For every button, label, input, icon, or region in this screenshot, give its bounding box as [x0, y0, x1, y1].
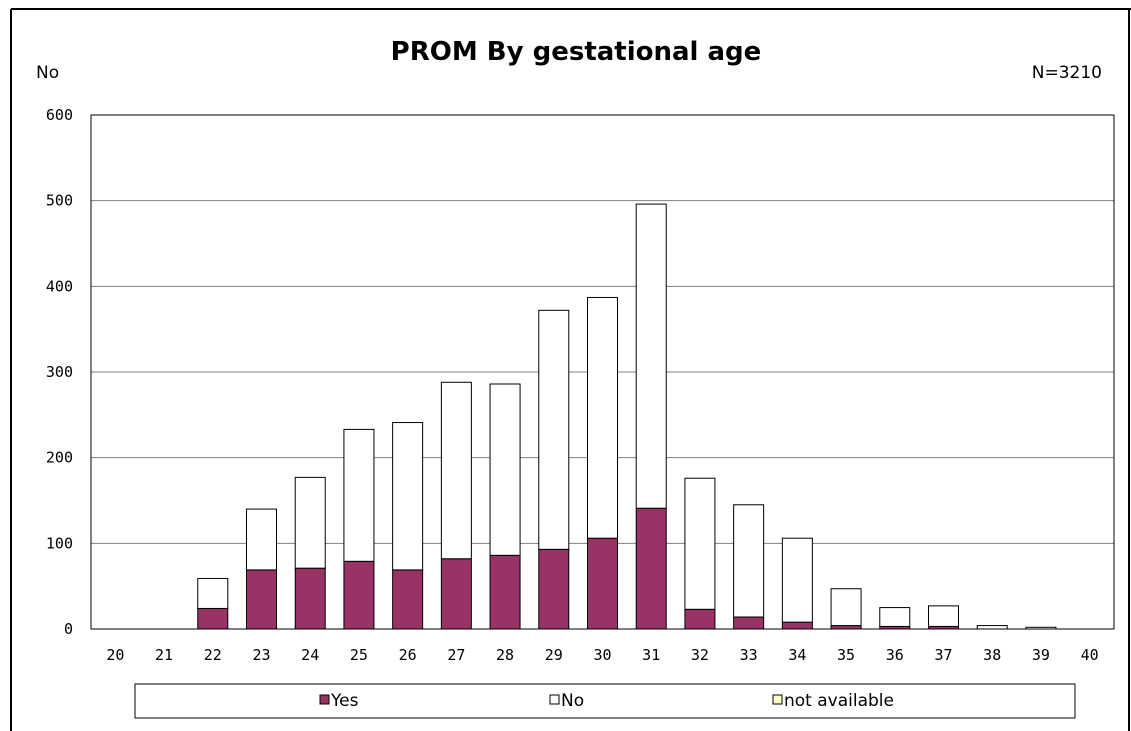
x-tick-label-21: 21 [155, 646, 173, 664]
bar-yes-30 [587, 537, 618, 630]
y-axis-title: No [36, 63, 59, 83]
y-tick-label-0: 0 [64, 620, 73, 638]
x-tick-label-22: 22 [204, 646, 222, 664]
x-tick-label-29: 29 [545, 646, 563, 664]
bar-yes-33 [733, 616, 765, 630]
y-tick-label-400: 400 [46, 277, 73, 295]
legend-box [134, 683, 1076, 719]
y-tick-labels: 0 100 200 300 400 500 600 [46, 106, 73, 638]
x-tick-label-27: 27 [447, 646, 465, 664]
x-tick-label-30: 30 [593, 646, 611, 664]
legend-swatch-yes [319, 694, 330, 705]
legend-swatch-not-available [772, 694, 783, 705]
bar-no-26 [392, 422, 424, 571]
bar-no-35 [830, 588, 862, 627]
bar-yes-23 [246, 569, 277, 630]
x-tick-label-32: 32 [691, 646, 709, 664]
bar-yes-35 [830, 625, 862, 630]
bar-yes-22 [197, 607, 229, 630]
y-tick-label-300: 300 [46, 363, 73, 381]
y-tick-label-500: 500 [46, 192, 73, 210]
bar-no-29 [538, 309, 570, 550]
bar-no-22 [197, 577, 229, 609]
x-tick-label-33: 33 [740, 646, 758, 664]
legend-label-yes: Yes [330, 691, 359, 711]
bar-no-27 [440, 381, 472, 560]
bar-no-23 [246, 508, 277, 571]
bar-yes-26 [392, 569, 424, 630]
x-tick-label-20: 20 [106, 646, 124, 664]
legend: Yes No not available [134, 683, 1076, 719]
x-tick-label-36: 36 [886, 646, 904, 664]
y-tick-label-100: 100 [46, 534, 73, 552]
x-tick-label-28: 28 [496, 646, 514, 664]
bar-no-38 [976, 625, 1008, 630]
x-tick-label-34: 34 [788, 646, 806, 664]
bar-no-34 [781, 537, 813, 623]
x-tick-label-31: 31 [642, 646, 660, 664]
bar-no-30 [587, 296, 618, 539]
y-tick-label-600: 600 [46, 106, 73, 124]
bar-no-31 [635, 203, 667, 509]
x-tick-label-40: 40 [1081, 646, 1099, 664]
bar-yes-25 [343, 560, 375, 630]
bars [197, 203, 1057, 630]
x-tick-label-23: 23 [252, 646, 270, 664]
bar-yes-28 [489, 554, 521, 630]
x-tick-label-25: 25 [350, 646, 368, 664]
x-tick-label-38: 38 [983, 646, 1001, 664]
bar-no-24 [294, 476, 326, 569]
bar-no-32 [684, 477, 716, 610]
legend-swatch-no [549, 694, 560, 705]
bar-yes-29 [538, 548, 570, 630]
sample-size-annotation: N=3210 [1032, 63, 1102, 83]
bar-yes-31 [635, 507, 667, 630]
plot-area-border [90, 114, 1115, 630]
x-tick-label-39: 39 [1032, 646, 1050, 664]
x-tick-label-26: 26 [399, 646, 417, 664]
bar-no-25 [343, 428, 375, 562]
bar-yes-32 [684, 608, 716, 630]
bar-no-37 [928, 605, 959, 627]
bar-no-28 [489, 383, 521, 556]
bar-yes-27 [440, 558, 472, 630]
chart-title: PROM By gestational age [391, 37, 762, 67]
bar-yes-34 [781, 621, 813, 630]
x-tick-label-35: 35 [837, 646, 855, 664]
x-tick-label-24: 24 [301, 646, 319, 664]
x-tick-labels: 20 21 22 23 24 25 26 27 28 29 30 31 32 33 34 35 36 37 38 39… [106, 646, 1098, 664]
bar-no-33 [733, 504, 765, 618]
bar-no-36 [879, 607, 911, 627]
legend-label-not-available: not available [784, 691, 894, 711]
x-tick-label-37: 37 [934, 646, 952, 664]
y-tick-label-200: 200 [46, 449, 73, 467]
legend-label-no: No [561, 691, 584, 711]
bar-yes-24 [294, 567, 326, 630]
